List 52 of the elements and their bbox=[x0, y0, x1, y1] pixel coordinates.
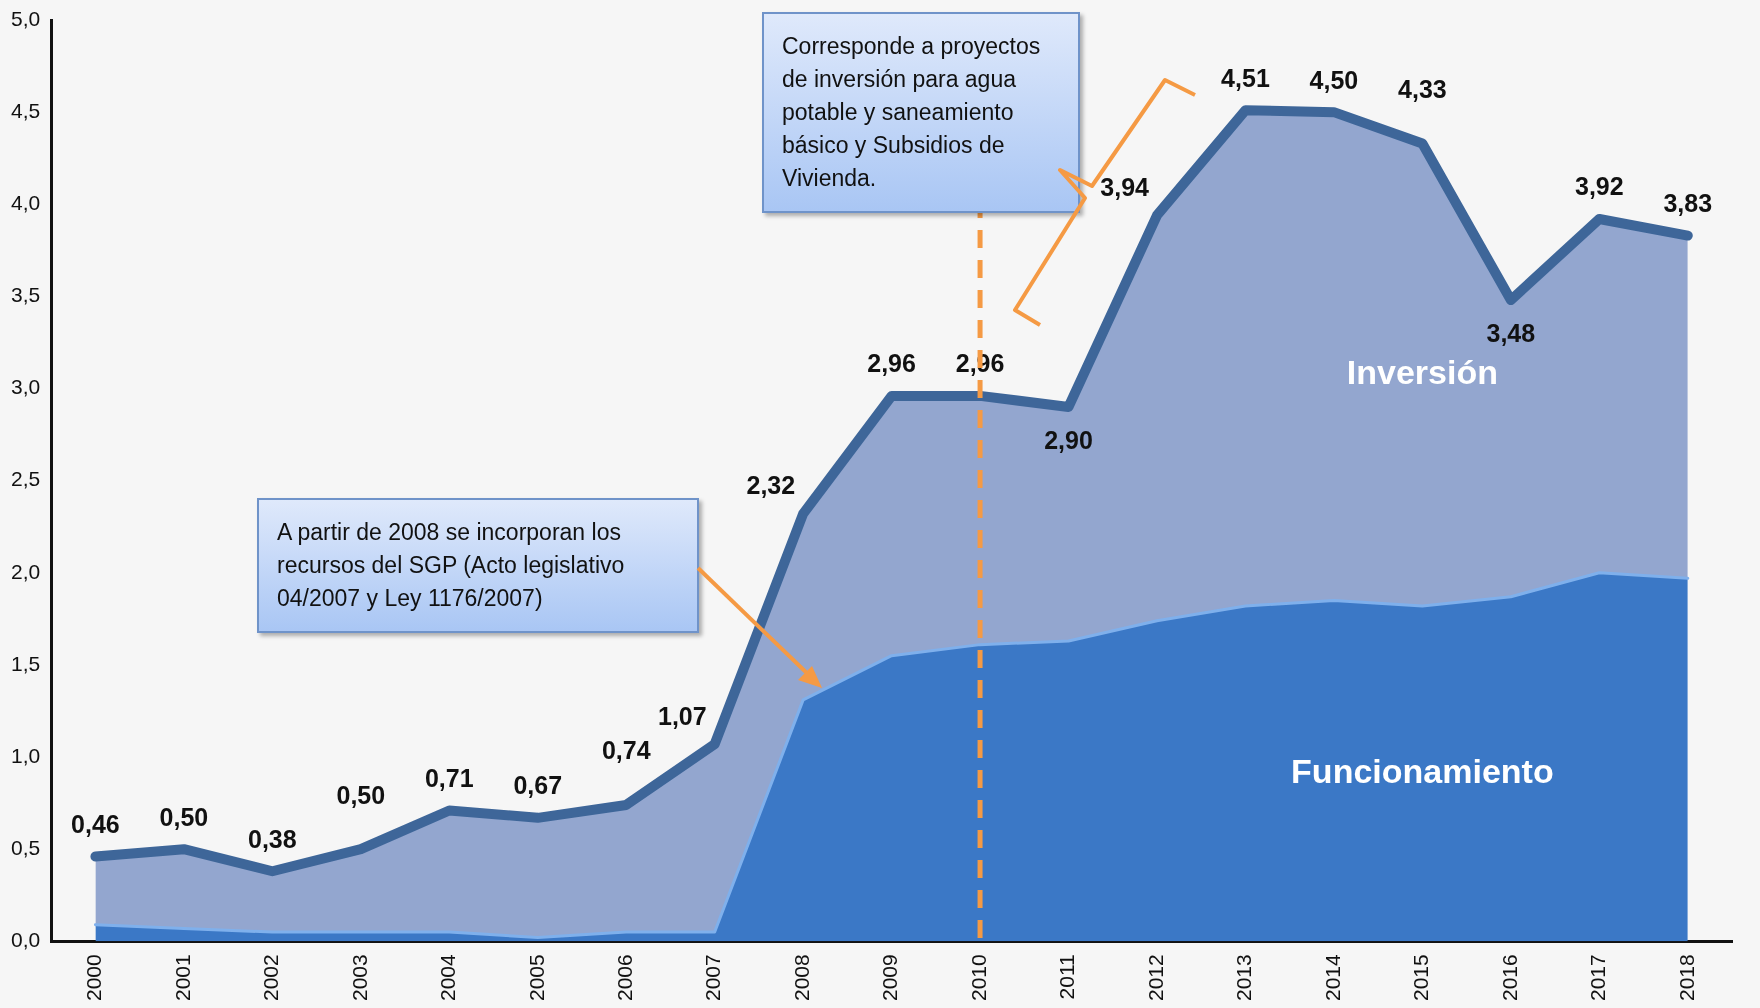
total-label: 0,67 bbox=[513, 771, 563, 800]
x-tick-label: 2005 bbox=[524, 954, 548, 1001]
x-tick-label: 2018 bbox=[1674, 954, 1698, 1001]
y-tick-label: 1,0 bbox=[10, 743, 41, 767]
series-label: Funcionamiento bbox=[1291, 751, 1554, 790]
total-label: 0,71 bbox=[424, 763, 474, 792]
total-label: 4,51 bbox=[1221, 63, 1270, 92]
x-tick-label: 2017 bbox=[1586, 954, 1610, 1001]
total-label: 0,74 bbox=[601, 736, 651, 765]
total-label: 2,90 bbox=[1044, 426, 1093, 455]
y-tick-label: 4,0 bbox=[10, 191, 41, 215]
series-label: Inversión bbox=[1346, 353, 1498, 392]
total-label: 4,33 bbox=[1398, 74, 1447, 103]
total-label: 3,83 bbox=[1663, 188, 1713, 217]
x-tick-label: 2003 bbox=[347, 954, 371, 1001]
x-tick-label: 2007 bbox=[701, 954, 725, 1001]
y-tick-label: 3,5 bbox=[10, 283, 41, 307]
total-label: 2,96 bbox=[867, 349, 916, 378]
total-label: 1,07 bbox=[658, 701, 707, 730]
y-tick-label: 4,5 bbox=[10, 98, 41, 122]
x-tick-label: 2012 bbox=[1143, 954, 1167, 1001]
total-label: 2,32 bbox=[746, 471, 796, 500]
x-tick-label: 2016 bbox=[1497, 954, 1521, 1001]
total-label: 4,50 bbox=[1309, 65, 1359, 94]
x-tick-label: 2009 bbox=[878, 954, 902, 1001]
x-tick-label: 2010 bbox=[966, 954, 990, 1001]
total-label: 0,46 bbox=[71, 809, 120, 838]
y-tick-label: 3,0 bbox=[10, 375, 41, 399]
y-tick-label: 0,0 bbox=[10, 928, 41, 952]
x-tick-label: 2000 bbox=[82, 954, 106, 1001]
x-tick-label: 2013 bbox=[1232, 954, 1256, 1001]
y-tick-label: 1,5 bbox=[10, 651, 41, 675]
x-tick-label: 2011 bbox=[1055, 954, 1079, 1000]
total-label: 3,94 bbox=[1100, 172, 1150, 201]
note-box: A partir de 2008 se incorporan los recursos del SGP (Acto legislativo 04/2007 y Ley 1176/2007) bbox=[257, 498, 699, 633]
y-tick-label: 2,0 bbox=[10, 559, 41, 583]
y-tick-label: 5,0 bbox=[10, 6, 41, 30]
total-label: 0,50 bbox=[336, 780, 386, 809]
total-label: 3,92 bbox=[1574, 172, 1624, 201]
x-tick-label: 2002 bbox=[259, 954, 283, 1001]
y-tick-label: 2,5 bbox=[10, 467, 41, 491]
x-tick-label: 2008 bbox=[789, 954, 813, 1001]
x-tick-label: 2015 bbox=[1409, 954, 1433, 1001]
x-tick-label: 2014 bbox=[1320, 953, 1344, 1001]
total-label: 3,48 bbox=[1486, 319, 1536, 348]
x-tick-label: 2001 bbox=[170, 954, 194, 1001]
x-tick-label: 2006 bbox=[613, 954, 636, 1001]
total-label: 0,50 bbox=[159, 802, 209, 831]
x-tick-label: 2004 bbox=[436, 953, 460, 1001]
total-label: 0,38 bbox=[248, 824, 297, 853]
y-tick-label: 0,5 bbox=[10, 835, 41, 859]
note-box: Corresponde a proyectos de inversión para agua potable y saneamiento básico y Subsidios de Vivienda. bbox=[762, 12, 1080, 213]
